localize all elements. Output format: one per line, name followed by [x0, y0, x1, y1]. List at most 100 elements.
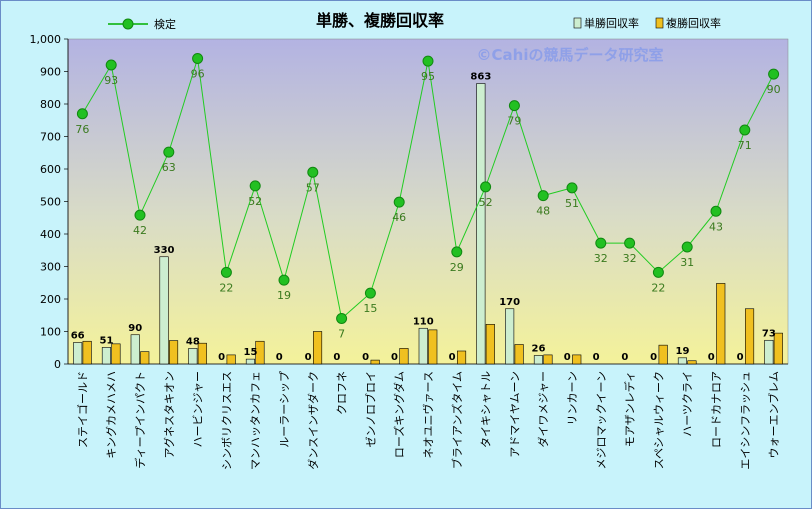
- kentei-point: [76, 108, 88, 120]
- kentei-point-label: 63: [162, 161, 176, 174]
- bar-fukusho: [255, 340, 265, 365]
- bar-fukusho: [456, 350, 467, 365]
- bar-value-label: 0: [218, 352, 225, 363]
- kentei-point: [364, 287, 376, 299]
- x-category-label: メジロマックイーン: [595, 371, 608, 469]
- bar-value-label: 19: [675, 346, 689, 357]
- x-category-label: リンカーン: [566, 371, 579, 425]
- kentei-point: [480, 181, 492, 193]
- kentei-point: [537, 190, 549, 202]
- kentei-point: [278, 274, 290, 286]
- kentei-point: [681, 241, 693, 253]
- bar-fukusho: [169, 340, 179, 365]
- x-category-label: マンハッタンカフェ: [249, 371, 262, 470]
- kentei-point: [163, 146, 175, 158]
- kentei-point: [624, 237, 636, 249]
- kentei-point-label: 95: [421, 70, 435, 83]
- legend-swatch-tansho: [573, 17, 582, 29]
- y-tick-label: 700: [40, 131, 61, 144]
- y-tick-label: 900: [40, 66, 61, 79]
- bar-tansho: [130, 334, 140, 365]
- y-tick-label: 400: [40, 228, 61, 241]
- x-category-label: ブライアンズタイム: [450, 371, 464, 469]
- bar-value-label: 48: [186, 336, 200, 347]
- kentei-point-label: 22: [219, 281, 233, 294]
- bar-value-label: 66: [71, 331, 85, 342]
- kentei-point: [508, 100, 520, 112]
- bar-fukusho: [312, 331, 323, 365]
- watermark: ©Cahiの競馬データ研究室: [477, 46, 664, 64]
- kentei-point-label: 15: [363, 302, 377, 315]
- bar-fukusho: [428, 329, 438, 365]
- x-category-label: タイキシャトル: [480, 371, 493, 448]
- chart-title: 単勝、複勝回収率: [316, 11, 444, 30]
- bar-value-label: 0: [708, 352, 715, 363]
- kentei-point-label: 51: [565, 197, 579, 210]
- kentei-point: [451, 246, 463, 258]
- bar-fukusho: [716, 283, 726, 365]
- bar-value-label: 51: [99, 335, 113, 346]
- kentei-point: [134, 209, 146, 221]
- kentei-point-label: 90: [767, 83, 781, 96]
- kentei-point: [739, 124, 751, 136]
- kentei-point: [105, 59, 117, 71]
- x-category-label: ハービンジャー: [192, 371, 205, 447]
- kentei-point-label: 93: [104, 74, 118, 87]
- x-category-label: ディープインパクト: [133, 371, 147, 469]
- bar-fukusho: [82, 340, 92, 365]
- bar-tansho: [764, 339, 774, 365]
- bar-value-label: 15: [243, 347, 257, 358]
- kentei-point-label: 52: [479, 196, 493, 209]
- x-category-label: スペシャルウィーク: [652, 371, 665, 469]
- bar-tansho: [677, 357, 688, 365]
- kentei-point: [220, 266, 232, 278]
- bar-fukusho: [773, 332, 783, 365]
- bar-value-label: 73: [762, 328, 776, 339]
- bar-value-label: 110: [413, 316, 434, 327]
- x-category-label: ウォーエンブレム: [767, 371, 781, 458]
- bar-value-label: 0: [449, 352, 456, 363]
- kentei-point-label: 71: [738, 139, 752, 152]
- x-category-label: エイシンフラッシュ: [739, 371, 752, 470]
- bar-value-label: 0: [333, 352, 340, 363]
- bar-value-label: 0: [621, 352, 628, 363]
- kentei-point-label: 96: [191, 68, 205, 81]
- bar-value-label: 26: [531, 344, 545, 355]
- bar-fukusho: [485, 324, 495, 365]
- kentei-point-label: 32: [623, 252, 637, 265]
- kentei-point-label: 43: [709, 220, 723, 233]
- bar-fukusho: [572, 354, 582, 365]
- x-category-label: ローズキングダム: [392, 371, 406, 458]
- bar-value-label: 170: [499, 297, 520, 308]
- bar-fukusho: [543, 354, 553, 365]
- bar-tansho: [101, 347, 111, 365]
- x-category-label: アドマイヤムーン: [508, 371, 521, 458]
- kentei-point: [566, 182, 578, 194]
- kentei-point-label: 42: [133, 224, 147, 237]
- bar-value-label: 0: [391, 352, 398, 363]
- y-tick-label: 100: [40, 326, 61, 339]
- bar-value-label: 0: [362, 352, 369, 363]
- kentei-point: [393, 196, 405, 208]
- bar-fukusho: [226, 354, 236, 365]
- bar-tansho: [533, 355, 544, 365]
- kentei-point: [336, 313, 348, 324]
- bar-fukusho: [111, 343, 121, 365]
- bar-tansho: [476, 83, 486, 365]
- x-category-label: シンボリクリスエス: [220, 371, 233, 470]
- x-category-label: ルーラーシップ: [278, 371, 291, 448]
- bar-value-label: 0: [305, 352, 312, 363]
- kentei-point-label: 46: [392, 211, 406, 224]
- bar-fukusho: [744, 308, 755, 365]
- bar-fukusho: [197, 342, 207, 365]
- y-tick-label: 200: [40, 293, 61, 306]
- bar-fukusho: [140, 351, 150, 365]
- bar-fukusho: [514, 344, 524, 365]
- x-category-label: キングカメハメハ: [104, 371, 118, 459]
- kentei-point-label: 76: [75, 123, 89, 136]
- kentei-point: [595, 237, 607, 249]
- bar-value-label: 0: [593, 352, 600, 363]
- bar-fukusho: [687, 360, 697, 365]
- x-category-label: モアザンレディ: [623, 371, 637, 447]
- bar-tansho: [418, 327, 428, 365]
